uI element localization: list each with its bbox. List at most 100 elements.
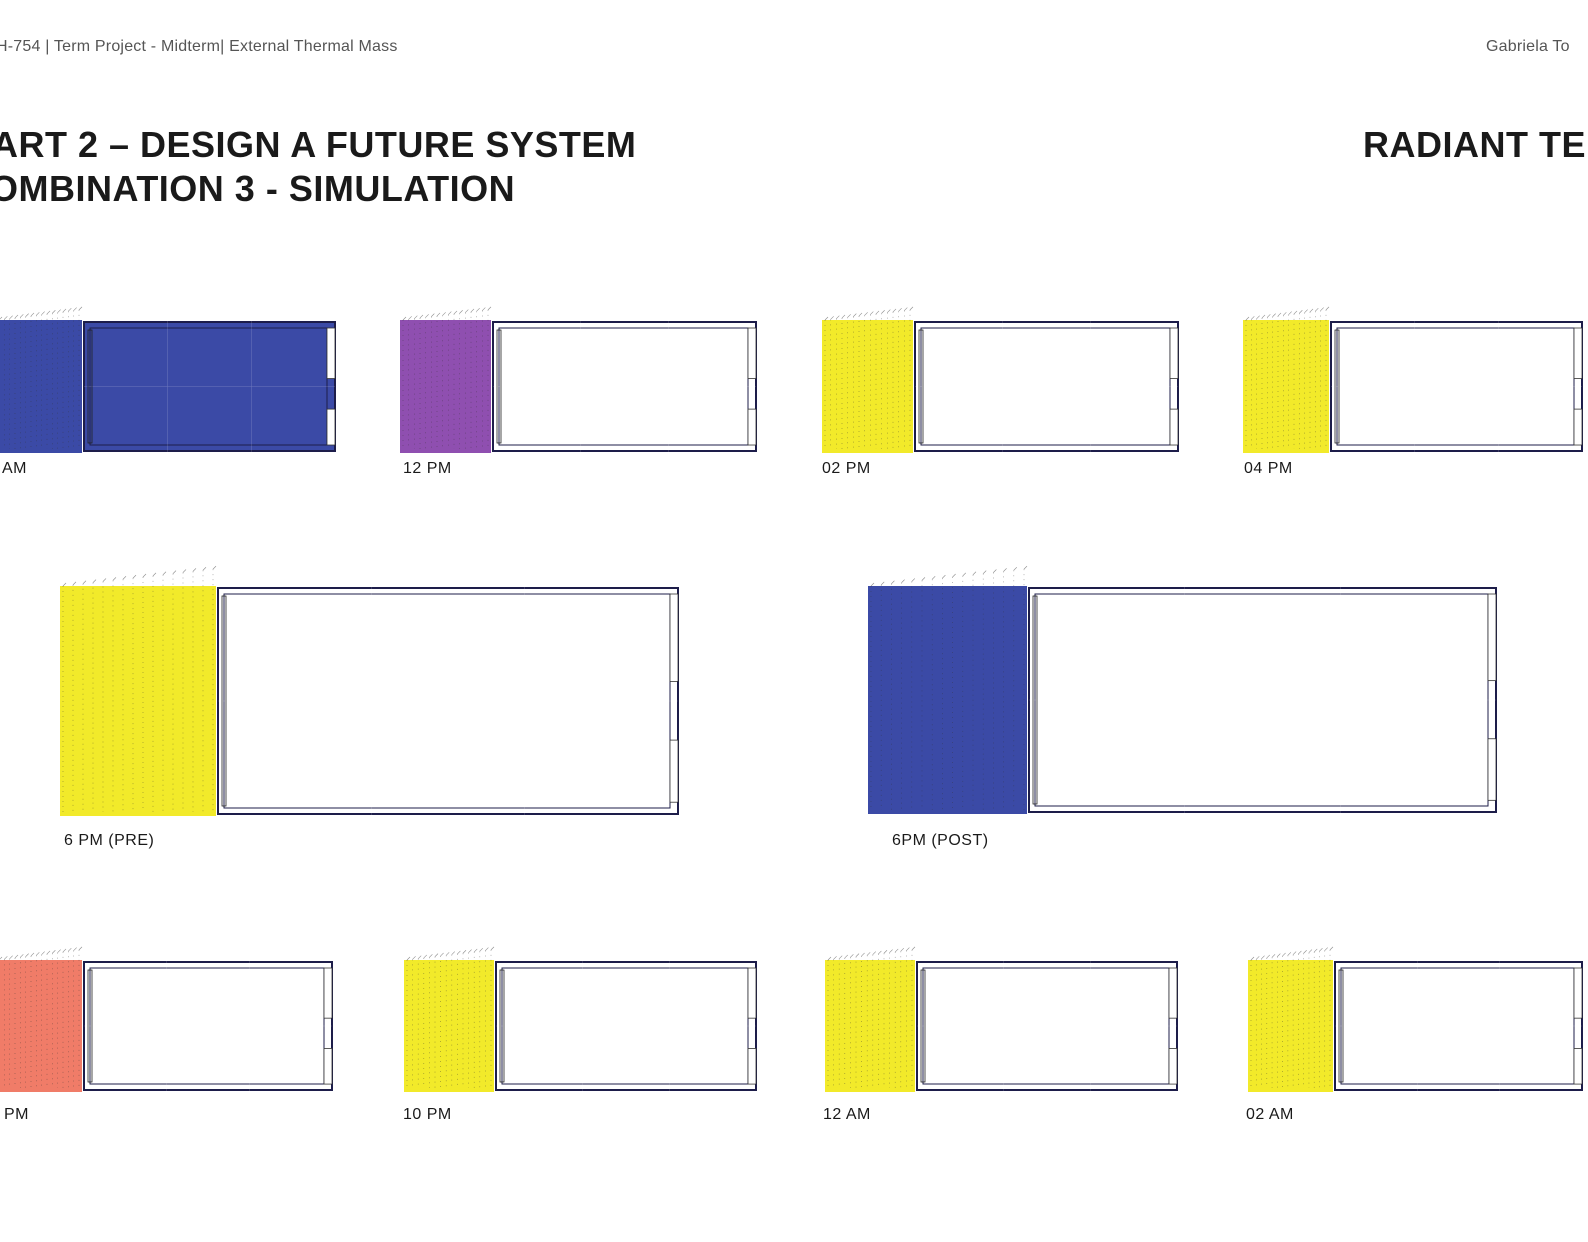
section-title-right: RADIANT TEM xyxy=(1363,124,1588,165)
room-outline xyxy=(83,321,336,452)
grid-lines xyxy=(1335,960,1582,1092)
grid-lines xyxy=(1331,320,1582,453)
thermal-mass-wall xyxy=(496,329,502,444)
flow-arrows xyxy=(402,306,492,449)
page-title-line2: OMBINATION 3 - SIMULATION xyxy=(0,168,516,209)
room-outline xyxy=(492,321,757,452)
room-inner-wall xyxy=(922,967,1170,1085)
flow-arrows xyxy=(870,565,1028,810)
thermal-mass-wall xyxy=(1334,329,1340,444)
simulation-plot xyxy=(400,306,757,453)
simulation-plot xyxy=(825,946,1178,1092)
outdoor-zone xyxy=(0,960,82,1092)
room-heatmap xyxy=(84,322,335,451)
room-heatmap xyxy=(1029,588,1496,812)
outdoor-zone xyxy=(868,586,1027,814)
thermal-mass-wall xyxy=(1338,969,1344,1083)
frame-label: 12 AM xyxy=(823,1106,871,1123)
room-outline xyxy=(916,961,1178,1091)
window-openings xyxy=(747,967,757,1085)
outdoor-zone xyxy=(404,960,494,1092)
window-openings xyxy=(669,593,679,803)
frame-label: 04 PM xyxy=(1244,460,1293,477)
window-openings xyxy=(326,327,336,446)
frame-label: 02 AM xyxy=(1246,1106,1294,1123)
flow-arrows xyxy=(1245,306,1330,449)
simulation-frame xyxy=(60,565,684,816)
room-outline xyxy=(1330,321,1583,452)
window-openings xyxy=(323,967,333,1085)
simulation-frame xyxy=(0,946,338,1092)
grid-lines xyxy=(1029,586,1496,814)
window-openings xyxy=(747,327,757,446)
flow-arrows xyxy=(827,946,916,1088)
simulation-frame xyxy=(822,306,1184,453)
room-inner-wall xyxy=(89,967,325,1085)
room-outline xyxy=(83,961,333,1091)
room-inner-wall xyxy=(1336,327,1575,446)
simulation-plot xyxy=(868,565,1497,814)
window-openings xyxy=(1573,967,1583,1085)
room-inner-wall xyxy=(498,327,749,446)
thermal-mass-wall xyxy=(1032,595,1038,805)
flow-arrows xyxy=(62,565,217,812)
thermal-mass-wall xyxy=(918,329,924,444)
flow-arrows xyxy=(824,306,914,449)
flow-arrows xyxy=(1250,946,1334,1088)
grid-lines xyxy=(84,320,335,453)
outdoor-zone xyxy=(1243,320,1329,453)
thermal-mass-wall xyxy=(920,969,926,1083)
room-outline xyxy=(1028,587,1497,813)
window-openings xyxy=(1573,327,1583,446)
simulation-frame xyxy=(1248,946,1588,1092)
room-inner-wall xyxy=(89,327,328,446)
simulation-plot xyxy=(1248,946,1583,1092)
frame-label: AM xyxy=(2,460,27,477)
frame-label: PM xyxy=(4,1106,29,1123)
frame-label: 02 PM xyxy=(822,460,871,477)
window-openings xyxy=(1487,593,1497,801)
outdoor-zone xyxy=(822,320,913,453)
simulation-plot xyxy=(822,306,1179,453)
outdoor-zone xyxy=(400,320,491,453)
header-right: Gabriela To xyxy=(1486,38,1570,55)
frame-label: 6PM (POST) xyxy=(892,832,989,849)
simulation-plot xyxy=(60,565,679,816)
window-openings xyxy=(1169,327,1179,446)
room-heatmap xyxy=(915,322,1178,451)
page-title-line1: ART 2 – DESIGN A FUTURE SYSTEM xyxy=(0,124,637,165)
room-outline xyxy=(1334,961,1583,1091)
room-inner-wall xyxy=(1034,593,1489,807)
simulation-frame xyxy=(400,306,762,453)
grid-lines xyxy=(493,320,756,453)
simulation-plot xyxy=(0,306,336,453)
flow-arrows xyxy=(406,946,495,1088)
outdoor-zone xyxy=(60,586,216,816)
simulation-plot xyxy=(1243,306,1583,453)
simulation-frame xyxy=(0,306,341,453)
simulation-plot xyxy=(0,946,333,1092)
thermal-mass-wall xyxy=(87,329,93,444)
room-outline xyxy=(914,321,1179,452)
simulation-frame xyxy=(868,565,1502,814)
simulation-frame xyxy=(404,946,762,1092)
simulation-frame xyxy=(825,946,1183,1092)
frame-label: 6 PM (PRE) xyxy=(64,832,155,849)
flow-arrows xyxy=(0,946,83,1088)
room-outline xyxy=(495,961,757,1091)
room-heatmap xyxy=(84,962,332,1090)
simulation-frame xyxy=(1243,306,1588,453)
simulation-plot xyxy=(404,946,757,1092)
room-heatmap xyxy=(1335,962,1582,1090)
grid-lines xyxy=(218,586,678,816)
room-heatmap xyxy=(218,588,678,814)
room-heatmap xyxy=(917,962,1177,1090)
room-inner-wall xyxy=(501,967,749,1085)
room-heatmap xyxy=(493,322,756,451)
window-openings xyxy=(1168,967,1178,1085)
room-inner-wall xyxy=(920,327,1171,446)
thermal-mass-wall xyxy=(87,969,93,1083)
header-left: H-754 | Term Project - Midterm| External… xyxy=(0,38,398,55)
thermal-mass-wall xyxy=(221,595,227,807)
room-heatmap xyxy=(496,962,756,1090)
